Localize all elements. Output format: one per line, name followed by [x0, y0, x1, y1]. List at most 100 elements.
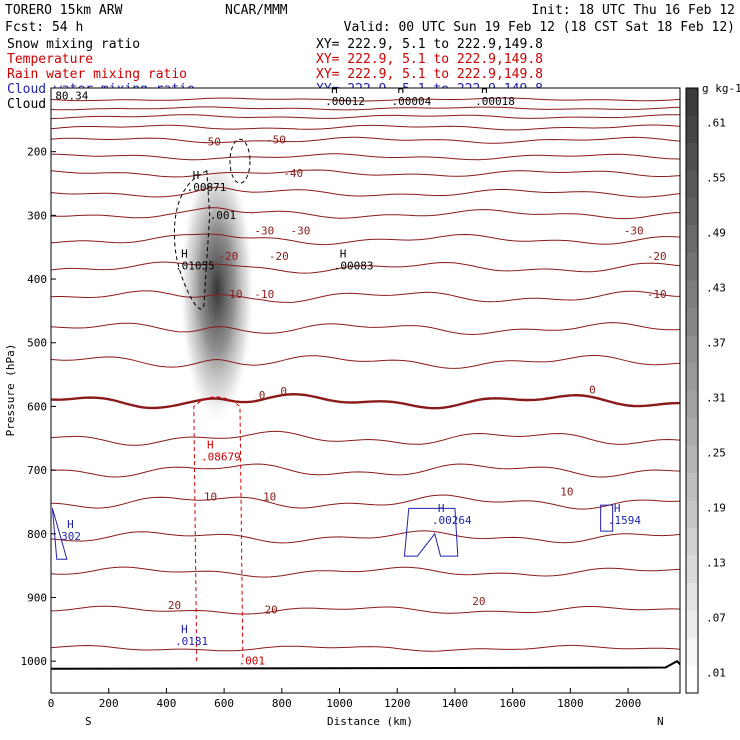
cloud-ice-contour — [173, 170, 211, 310]
contour-label: -10 — [254, 288, 274, 301]
temperature-contour — [51, 97, 680, 102]
model-title: TORERO 15km ARW — [5, 3, 123, 18]
y-tick-label: 500 — [27, 337, 47, 350]
plot-area: -50 -50-40-30 -30 -30-20 -20 -20-10 -10 -100 0 01… — [21, 87, 681, 710]
colorbar-segment — [686, 363, 698, 391]
colorbar-label: .31 — [706, 392, 726, 405]
temperature-contour — [51, 169, 680, 178]
contour-label: 10 — [263, 491, 276, 504]
extremum-value: .00004 — [391, 95, 431, 108]
contour-label: -10 — [647, 288, 667, 301]
temperature-contour — [51, 463, 680, 478]
colorbar-label: .37 — [706, 337, 726, 350]
contour-label: -30 — [290, 224, 310, 237]
cloud-water-contour — [600, 504, 614, 532]
y-axis-title: Pressure (hPa) — [4, 344, 17, 437]
y-tick-label: 400 — [27, 273, 47, 286]
contour-label: 0 — [589, 384, 596, 397]
y-tick-label: 900 — [27, 591, 47, 604]
colorbar-segment — [686, 308, 698, 336]
colorbar-segment — [686, 473, 698, 501]
colorbar-segment — [686, 638, 698, 666]
plot-background — [51, 88, 680, 693]
colorbar: .61 .55 .49 .43 .37 .31 .25 .19 .13 .07 .01 g kg-1 — [685, 82, 740, 694]
contour-label: 10 — [204, 491, 217, 504]
y-tick-label: 1000 — [21, 655, 48, 668]
contour-label: .001 — [239, 654, 266, 667]
temperature-contour — [51, 322, 680, 336]
temperature-contour — [51, 153, 680, 161]
contour-label: 0 — [280, 385, 287, 398]
colorbar-label: .07 — [706, 612, 726, 625]
temperature-contour — [51, 136, 680, 144]
x-tick-label: 2000 — [615, 697, 642, 710]
temperature-contour — [51, 124, 680, 131]
temperature-contour — [51, 114, 680, 120]
north-label: N — [657, 715, 664, 728]
x-tick-label: 600 — [214, 697, 234, 710]
x-tick-label: 800 — [272, 697, 292, 710]
temperature-contour — [51, 354, 680, 369]
extremum-value: .1594 — [608, 514, 641, 527]
extremum-value: .00871 — [187, 181, 227, 194]
valid-time: Valid: 00 UTC Sun 19 Feb 12 (18 CST Sat … — [344, 20, 735, 35]
snow-mixing-ratio-shading — [178, 167, 255, 439]
temperature-contour — [51, 430, 680, 446]
y-tick-label: 300 — [27, 209, 47, 222]
extremum-value: .00264 — [432, 514, 472, 527]
colorbar-label: .61 — [706, 117, 726, 130]
x-tick-label: 200 — [99, 697, 119, 710]
temperature-contour — [51, 494, 680, 510]
legend-name: Rain water mixing ratio — [7, 67, 187, 82]
contour-label: -20 — [647, 250, 667, 263]
colorbar-label: .19 — [706, 502, 726, 515]
contour-label: -30 — [254, 224, 274, 237]
contour-label: 80.34 — [55, 89, 88, 102]
colorbar-label: .01 — [706, 667, 726, 680]
colorbar-segment — [686, 445, 698, 474]
contour-label: 20 — [472, 595, 485, 608]
extremum-value: .00012 — [325, 95, 365, 108]
x-tick-label: 400 — [156, 697, 176, 710]
colorbar-segment — [686, 390, 698, 419]
colorbar-segment — [686, 198, 698, 226]
colorbar-segment — [686, 555, 698, 584]
extremum-marker: H — [181, 248, 188, 261]
temperature-contour — [51, 233, 680, 246]
mixing-ratio-contours — [51, 138, 680, 670]
colorbar-segment — [686, 170, 698, 199]
extremum-marker: H — [340, 248, 347, 261]
init-time: Init: 18 UTC Thu 16 Feb 12 — [532, 3, 736, 18]
x-tick-label: 1200 — [384, 697, 411, 710]
colorbar-label: .13 — [706, 557, 726, 570]
colorbar-segment — [686, 88, 698, 116]
temperature-contour — [51, 644, 680, 652]
colorbar-segment — [686, 115, 698, 144]
contour-label: 20 — [265, 603, 278, 616]
temperature-contour — [51, 605, 680, 615]
x-tick-label: 1000 — [326, 697, 353, 710]
extremum-value: .08679 — [201, 451, 241, 464]
y-tick-label: 200 — [27, 146, 47, 159]
colorbar-segment — [686, 335, 698, 364]
temperature-contour — [51, 566, 680, 578]
legend-name: Temperature — [7, 52, 93, 67]
contour-label: .001 — [210, 209, 237, 222]
contour-label: -10 — [223, 288, 243, 301]
contour-label: -50 — [201, 135, 221, 148]
colorbar-segment — [686, 418, 698, 446]
colorbar-segment — [686, 253, 698, 281]
plot-frame — [50, 87, 681, 694]
extremum-marker: H — [207, 439, 214, 452]
cloud-ice-contour — [229, 138, 251, 184]
colorbar-frame — [685, 87, 699, 694]
colorbar-label: .25 — [706, 447, 726, 460]
colorbar-label: .49 — [706, 227, 726, 240]
extremum-value: .01055 — [175, 260, 215, 273]
contour-label: 20 — [168, 599, 181, 612]
temperature-contour — [51, 392, 680, 410]
y-tick-label: 800 — [27, 528, 47, 541]
colorbar-segment — [686, 610, 698, 639]
legend-range: XY= 222.9, 5.1 to 222.9,149.8 — [316, 67, 543, 82]
y-tick-label: 600 — [27, 400, 47, 413]
